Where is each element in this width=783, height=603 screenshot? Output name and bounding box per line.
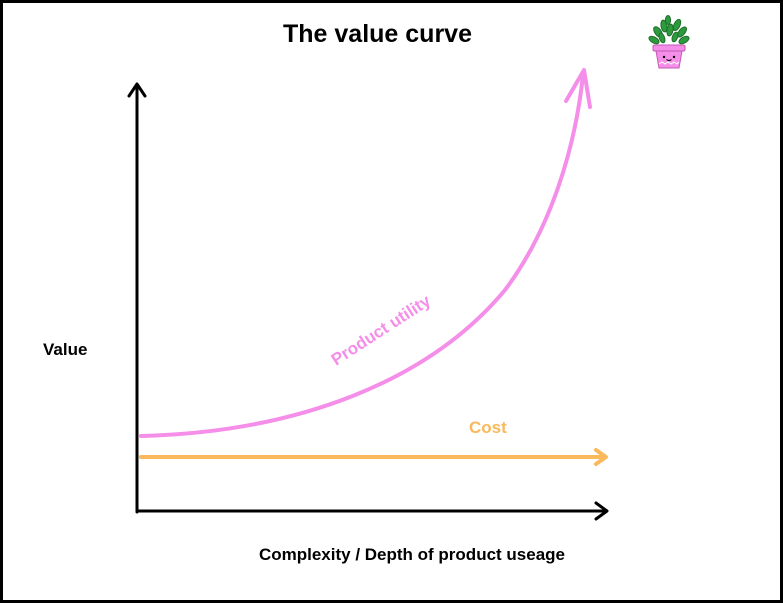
cost-line: Cost bbox=[141, 418, 606, 464]
y-axis bbox=[129, 84, 145, 512]
potted-plant-icon bbox=[648, 16, 691, 69]
x-axis bbox=[137, 503, 607, 519]
cost-line-label: Cost bbox=[469, 418, 507, 437]
utility-curve: Product utility bbox=[141, 70, 590, 436]
utility-curve-line bbox=[141, 75, 583, 436]
utility-curve-label: Product utility bbox=[328, 291, 435, 369]
